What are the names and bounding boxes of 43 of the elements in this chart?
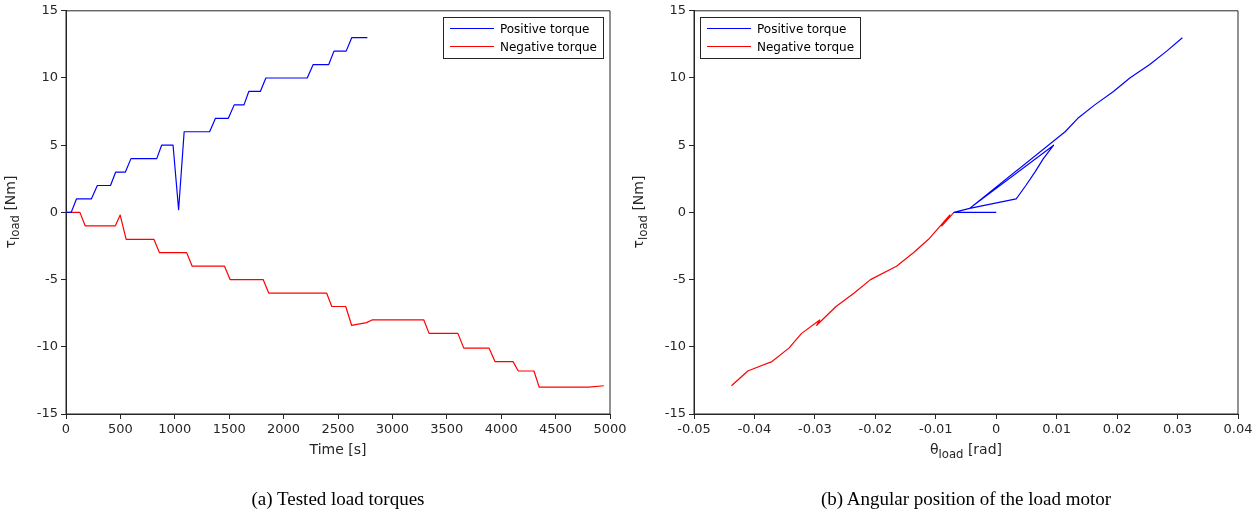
text: (b) Angular position of the load motor: [820, 488, 1112, 510]
x-tick-label: 2500: [321, 421, 355, 437]
x-tick-label: 0: [992, 421, 1001, 437]
x-tick-label: 3000: [375, 421, 409, 437]
x-axis-title: θ$_{load}$ [rad]: [929, 441, 1003, 461]
x-tick-label: -0.01: [918, 421, 953, 437]
x-tick-label: -0.02: [858, 421, 893, 437]
x-tick-label: 0: [61, 421, 71, 437]
legend-label: Negative torque: [757, 38, 855, 56]
y-tick-label: 0: [49, 203, 58, 219]
y-tick-label: -15: [664, 405, 686, 421]
y-tick-label: -10: [36, 338, 58, 354]
x-tick-label: -0.05: [677, 421, 711, 437]
y-tick-label: 15: [669, 2, 686, 18]
x-tick-label: 4000: [484, 421, 518, 437]
y-tick-label: -10: [664, 338, 686, 354]
x-tick-label: 4500: [539, 421, 573, 437]
x-tick-label: 2000: [267, 421, 301, 437]
y-tick-label: -15: [36, 405, 58, 421]
y-tick-label: 0: [677, 203, 686, 219]
x-tick-label: 0.02: [1102, 421, 1132, 437]
x-tick-label: 0.04: [1223, 421, 1253, 437]
text: (a) Tested load torques: [251, 488, 425, 510]
y-tick-label: -5: [45, 270, 58, 286]
y-tick-label: 5: [677, 136, 686, 152]
y-tick-label: 10: [669, 69, 686, 85]
x-tick-label: 0.01: [1042, 421, 1072, 437]
y-tick-label: 5: [49, 136, 58, 152]
legend-label: Positive torque: [757, 20, 847, 38]
legend-label: Negative torque: [499, 38, 597, 56]
y-tick-label: -5: [673, 270, 686, 286]
x-tick-label: 1500: [212, 421, 246, 437]
x-tick-label: -0.04: [737, 421, 772, 437]
x-tick-label: 3500: [430, 421, 464, 437]
x-tick-label: 0.03: [1163, 421, 1193, 437]
x-axis-title: Time [s]: [309, 441, 367, 457]
legend-label: Positive torque: [499, 20, 590, 38]
x-tick-label: -0.03: [798, 421, 832, 437]
x-tick-label: 1000: [158, 421, 192, 437]
x-tick-label: 5000: [593, 421, 627, 437]
x-tick-label: 500: [107, 421, 133, 437]
y-tick-label: 10: [41, 69, 58, 85]
y-tick-label: 15: [41, 2, 58, 18]
